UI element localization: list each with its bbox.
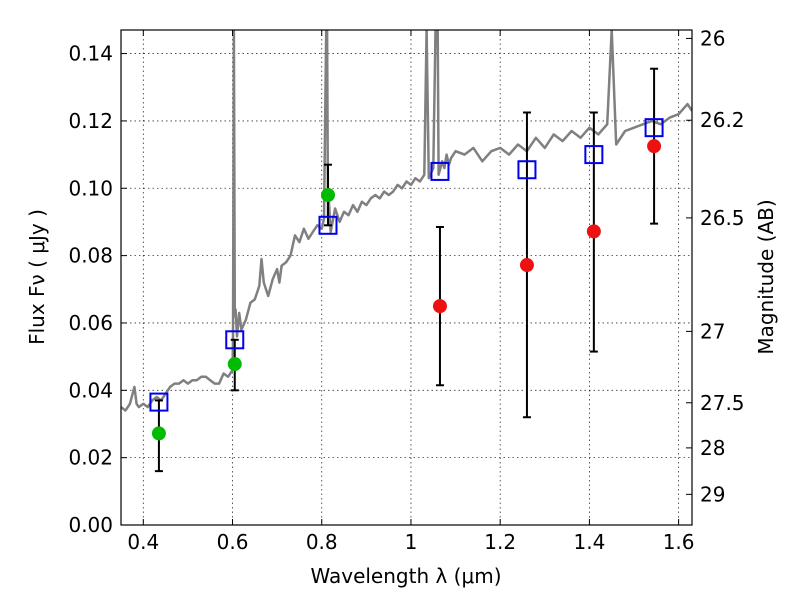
right-tick-label: 26 [700,26,725,50]
plot-frame [120,29,693,526]
y-tick-label: 0.02 [68,446,113,470]
model-square-marker [149,392,169,412]
error-bar-layer [154,67,659,473]
x-tick-label: 1.2 [484,530,516,554]
y-tick-label: 0.00 [68,513,113,537]
right-tick-label: 26.5 [700,206,745,230]
x-tick-label: 0.4 [127,530,159,554]
y-tick-label: 0.10 [68,176,113,200]
right-tick-label: 28 [700,436,725,460]
spectrum-layer [121,30,692,412]
x-tick-label: 1.4 [573,530,605,554]
y-axis-label: Flux Fν ( μJy ) [25,209,49,345]
y-axis: 0.00 0.02 0.04 0.06 0.08 0.10 0.12 0.14 [68,42,127,537]
x-axis: 0.4 0.6 0.8 1 1.2 1.4 1.6 [127,30,695,554]
right-tick-label: 27.5 [700,391,745,415]
red-data-point [586,224,601,239]
green-data-point [227,357,242,372]
x-tick-label: 1.6 [663,530,695,554]
right-tick-label: 26.2 [700,108,745,132]
green-data-point [151,426,166,441]
right-axis: 26 26.2 26.5 27 27.5 28 29 [686,26,745,506]
y-tick-label: 0.06 [68,311,113,335]
right-axis-label: Magnitude (AB) [754,199,778,354]
model-square-marker [225,330,245,350]
x-tick-label: 1 [405,530,418,554]
model-square-marker [584,145,604,165]
red-data-point [647,139,662,154]
model-squares-layer [149,118,664,412]
right-tick-label: 29 [700,482,725,506]
points-layer [151,139,662,441]
y-tick-label: 0.08 [68,244,113,268]
model-square-marker [430,161,450,181]
x-tick-label: 0.8 [306,530,338,554]
model-square-marker [517,160,537,180]
right-tick-label: 27 [700,319,725,343]
model-square-marker [318,215,338,235]
red-data-point [519,258,534,273]
grid-lines [121,30,692,526]
red-data-point [432,299,447,314]
model-square-marker [644,118,664,138]
y-tick-label: 0.14 [68,42,113,66]
y-tick-label: 0.04 [68,378,113,402]
x-tick-label: 0.6 [217,530,249,554]
x-axis-label: Wavelength λ (μm) [310,564,501,588]
y-tick-label: 0.12 [68,109,113,133]
spectrum-line [121,30,692,412]
green-data-point [320,188,335,202]
